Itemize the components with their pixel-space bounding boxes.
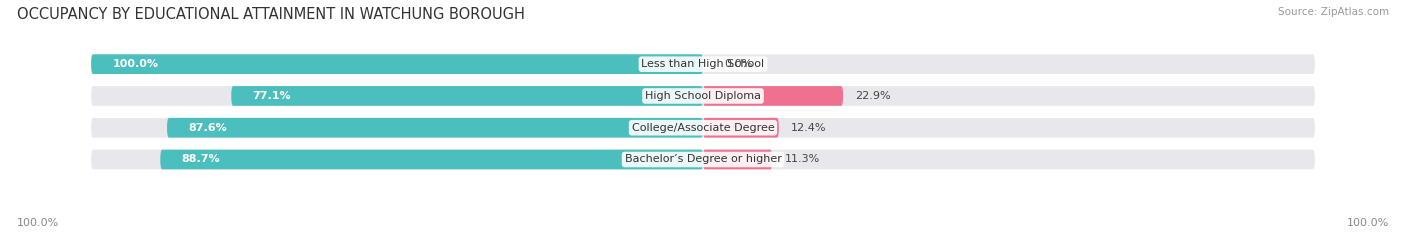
FancyBboxPatch shape <box>703 150 772 169</box>
FancyBboxPatch shape <box>91 150 1315 169</box>
Text: 77.1%: 77.1% <box>253 91 291 101</box>
FancyBboxPatch shape <box>703 86 844 106</box>
Text: Less than High School: Less than High School <box>641 59 765 69</box>
Text: Bachelor’s Degree or higher: Bachelor’s Degree or higher <box>624 154 782 164</box>
Text: College/Associate Degree: College/Associate Degree <box>631 123 775 133</box>
FancyBboxPatch shape <box>703 118 779 137</box>
Text: 22.9%: 22.9% <box>855 91 891 101</box>
Text: 12.4%: 12.4% <box>792 123 827 133</box>
FancyBboxPatch shape <box>167 118 703 137</box>
FancyBboxPatch shape <box>160 150 703 169</box>
Text: 100.0%: 100.0% <box>17 218 59 228</box>
Text: High School Diploma: High School Diploma <box>645 91 761 101</box>
FancyBboxPatch shape <box>231 86 703 106</box>
FancyBboxPatch shape <box>91 118 1315 137</box>
Text: 100.0%: 100.0% <box>1347 218 1389 228</box>
Text: 11.3%: 11.3% <box>785 154 820 164</box>
FancyBboxPatch shape <box>91 86 1315 106</box>
Text: 0.0%: 0.0% <box>724 59 752 69</box>
Text: OCCUPANCY BY EDUCATIONAL ATTAINMENT IN WATCHUNG BOROUGH: OCCUPANCY BY EDUCATIONAL ATTAINMENT IN W… <box>17 7 524 22</box>
Text: 100.0%: 100.0% <box>112 59 159 69</box>
FancyBboxPatch shape <box>91 54 703 74</box>
Text: 87.6%: 87.6% <box>188 123 228 133</box>
FancyBboxPatch shape <box>91 54 1315 74</box>
Text: Source: ZipAtlas.com: Source: ZipAtlas.com <box>1278 7 1389 17</box>
Text: 88.7%: 88.7% <box>181 154 221 164</box>
